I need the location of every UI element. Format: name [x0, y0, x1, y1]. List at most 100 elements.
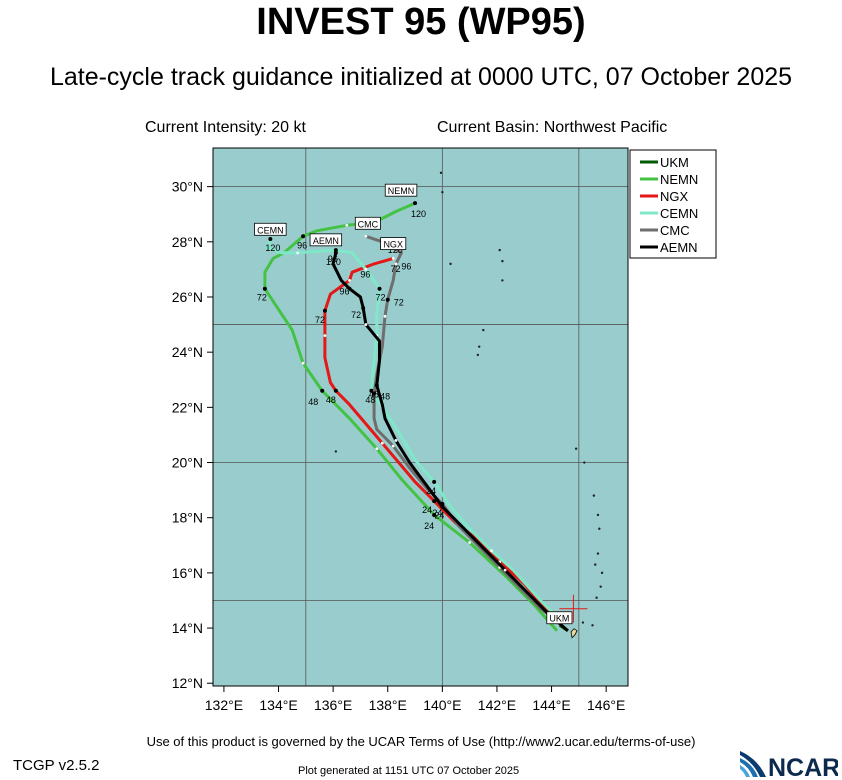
forecast-hour-label: 24: [424, 521, 434, 531]
island: [449, 262, 452, 266]
forecast-hour-label: 96: [297, 240, 307, 250]
track-labels: 24487296120NEMNCEMN244872244872961202448…: [254, 183, 588, 625]
ocean-background: [213, 148, 628, 686]
legend-label: NEMN: [660, 172, 698, 187]
track-point: [323, 334, 327, 338]
track-point: [380, 441, 384, 445]
forecast-hour-dot: [413, 201, 418, 206]
forecast-hour-dot: [333, 388, 338, 393]
island: [439, 171, 443, 175]
forecast-hour-dot: [347, 286, 352, 291]
track-point: [383, 314, 387, 318]
island: [591, 624, 594, 627]
model-label-box: [546, 611, 573, 625]
ncar-swoosh-icon: [740, 751, 766, 777]
forecast-hour-label: 24: [434, 511, 444, 521]
forecast-hour-label: 48: [369, 389, 379, 399]
legend-label: UKM: [660, 155, 689, 170]
y-tick-label: 26°N: [172, 289, 203, 305]
forecast-hour-label: 48: [326, 395, 336, 405]
forecast-hour-label: 72: [390, 264, 400, 274]
track-point: [348, 279, 351, 282]
track-nemn: [263, 201, 559, 632]
island-guam: [570, 628, 578, 639]
forecast-hour-dot: [432, 479, 437, 484]
island: [574, 447, 578, 450]
track-point: [503, 568, 507, 572]
forecast-hour-label: 72: [315, 315, 325, 325]
forecast-hour-dot: [372, 391, 377, 396]
forecast-hour-label: 72: [257, 293, 267, 303]
island: [594, 563, 597, 566]
legend: UKM NEMN NGX CEMN CMC AEMN: [629, 149, 717, 259]
current-basin: Current Basin: Northwest Pacific: [437, 119, 668, 136]
island: [482, 328, 485, 332]
x-tick-label: 144°E: [532, 697, 570, 713]
y-tick-label: 12°N: [172, 675, 203, 691]
track-point: [364, 323, 368, 326]
forecast-hour-label: 48: [308, 397, 318, 407]
ncar-logo: NCAR: [740, 751, 838, 779]
track-point: [375, 447, 379, 451]
forecast-tracks: [262, 201, 569, 633]
x-tick-label: 142°E: [478, 697, 516, 713]
forecast-hour-label: 48: [365, 395, 375, 405]
y-tick-label: 30°N: [172, 179, 203, 195]
forecast-hour-dot: [301, 234, 306, 239]
track-point: [345, 223, 349, 227]
model-label: CEMN: [257, 225, 284, 235]
forecast-hour-dot: [385, 297, 390, 302]
track-point: [391, 444, 395, 448]
track-point: [296, 251, 300, 255]
track-cemn: [266, 238, 561, 621]
track-point: [490, 549, 493, 553]
model-label-box: [384, 183, 418, 197]
legend-label: NGX: [660, 189, 689, 204]
track-point: [364, 234, 368, 238]
forecast-hour-dot: [320, 388, 325, 393]
island: [498, 248, 501, 252]
forecast-hour-dot: [333, 250, 338, 255]
island: [581, 621, 585, 624]
legend-label: CEMN: [660, 206, 698, 221]
land-features: [334, 171, 604, 639]
forecast-hour-dot: [322, 308, 327, 313]
track-point: [391, 256, 395, 260]
forecast-hour-dot: [369, 388, 374, 393]
island: [598, 527, 601, 530]
legend-box: [629, 149, 717, 259]
forecast-hour-label: 72: [394, 298, 404, 308]
y-tick-label: 14°N: [172, 620, 203, 636]
forecast-hour-dot: [262, 286, 267, 291]
track-point: [394, 439, 398, 442]
version-label: TCGP v2.5.2: [13, 757, 100, 774]
forecast-hour-label: 120: [326, 257, 341, 267]
x-tick-label: 134°E: [259, 697, 297, 713]
forecast-hour-label: 96: [340, 287, 350, 297]
forecast-hour-dot: [377, 286, 382, 291]
page-title: INVEST 95 (WP95): [256, 1, 586, 43]
track-point: [394, 262, 398, 266]
terms-of-use: Use of this product is governed by the U…: [146, 734, 696, 749]
y-tick-label: 22°N: [172, 399, 203, 415]
forecast-hour-label: 72: [376, 293, 386, 303]
forecast-hour-label: 24: [422, 505, 432, 515]
y-tick-label: 28°N: [172, 234, 203, 250]
island: [334, 450, 338, 453]
forecast-hour-label: 96: [360, 270, 370, 280]
y-tick-label: 18°N: [172, 510, 203, 526]
forecast-hour-dot: [432, 512, 437, 517]
map-frame: [212, 147, 629, 687]
model-label-box: [254, 222, 287, 236]
model-label: AEMN: [313, 236, 339, 246]
island: [599, 585, 602, 588]
forecast-hour-label: 72: [351, 310, 361, 320]
x-tick-label: 140°E: [423, 697, 461, 713]
track-cmc: [365, 234, 561, 624]
model-label: NEMN: [388, 186, 415, 196]
x-tick-label: 132°E: [205, 697, 243, 713]
x-tick-label: 138°E: [369, 697, 407, 713]
track-aemn: [331, 252, 569, 632]
y-tick-label: 16°N: [172, 565, 203, 581]
